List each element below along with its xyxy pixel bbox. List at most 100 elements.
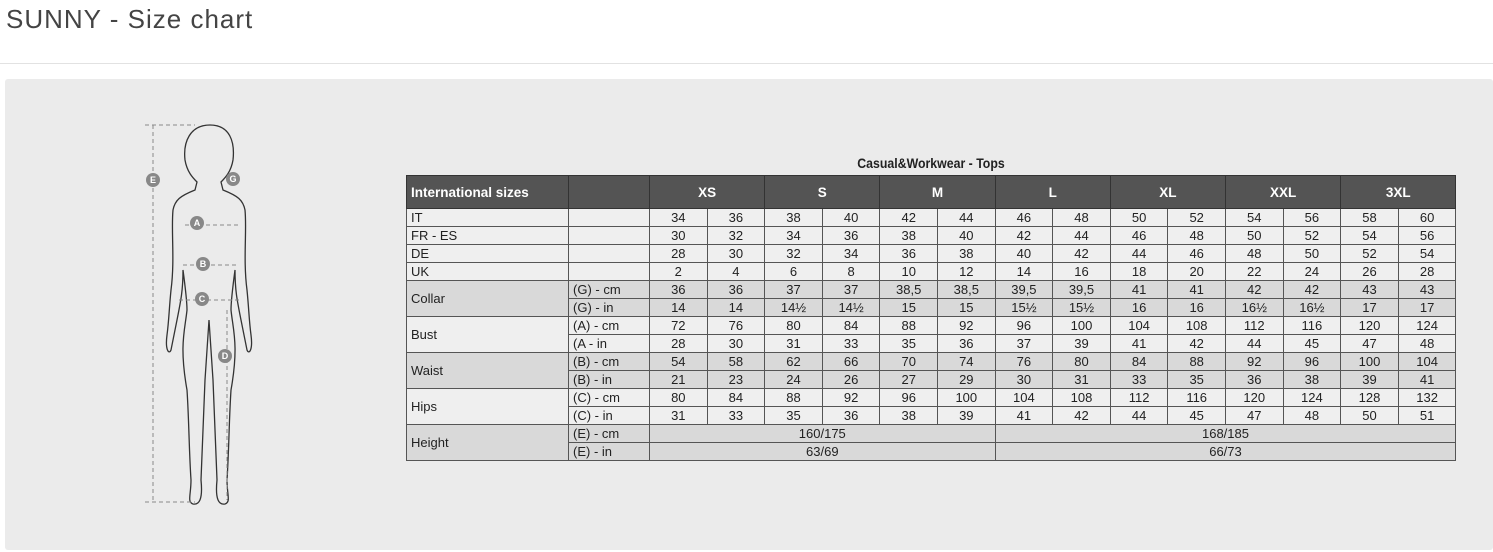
cell-value: 104 xyxy=(1109,316,1169,335)
cell-value: 36 xyxy=(879,244,938,263)
cell-value: 14 xyxy=(994,262,1054,281)
cell-value: 37 xyxy=(821,280,881,299)
body-measurement-figure: E G A B C D xyxy=(145,124,253,505)
cell-value: 39 xyxy=(937,406,996,425)
table-row: Collar (G) - cm 36 36 37 37 38,5 38,5 39,5 39,5 41… xyxy=(406,280,1457,317)
cell-value: 35 xyxy=(1167,370,1226,389)
cell-value: 48 xyxy=(1167,226,1226,245)
table-row: (A - in 28 30 31 33 35 36 37 39 41 42 44 45 47 48 xyxy=(407,334,1457,353)
cell-value: 58 xyxy=(1340,208,1399,227)
cell-value: 21 xyxy=(649,370,708,389)
cell-value: 4 xyxy=(706,262,766,281)
cell-value: 52 xyxy=(1167,208,1226,227)
row-unit: (G) - cm xyxy=(568,280,650,299)
table-title: Casual&Workwear - Tops xyxy=(857,155,1005,171)
header-size-m: M xyxy=(879,175,996,209)
cell-value: 42 xyxy=(879,208,938,227)
cell-value: 14 xyxy=(706,298,766,317)
cell-value: 22 xyxy=(1224,262,1284,281)
cell-value: 76 xyxy=(994,352,1054,371)
cell-value: 48 xyxy=(1397,334,1457,353)
cell-value: 38 xyxy=(937,244,996,263)
cell-value: 45 xyxy=(1167,406,1226,425)
cell-value: 112 xyxy=(1224,316,1284,335)
cell-value: 62 xyxy=(764,352,823,371)
cell-value: 104 xyxy=(1397,352,1457,371)
cell-value: 31 xyxy=(1052,370,1111,389)
table-row: Height (E) - cm 160/175 168/185 xyxy=(406,424,1457,461)
table-row: (C) - in 31 33 35 36 38 39 41 42 44 45 47 48 50 51 xyxy=(407,406,1457,425)
cell-value: 16 xyxy=(1167,298,1226,317)
cell-value: 74 xyxy=(937,352,996,371)
cell-value: 46 xyxy=(1167,244,1226,263)
cell-value: 12 xyxy=(937,262,996,281)
row-label: Hips xyxy=(406,388,569,425)
table-row: (E) - in 63/69 66/73 xyxy=(407,442,1457,461)
cell-value: 31 xyxy=(649,406,708,425)
cell-value: 37 xyxy=(994,334,1054,353)
cell-value: 56 xyxy=(1397,226,1457,245)
row-unit: (C) - cm xyxy=(568,388,650,407)
cell-value: 34 xyxy=(821,244,881,263)
cell-value: 8 xyxy=(821,262,881,281)
cell-value: 84 xyxy=(706,388,766,407)
cell-value: 14½ xyxy=(764,298,823,317)
cell-value: 48 xyxy=(1052,208,1111,227)
row-unit: (E) - cm xyxy=(568,424,650,443)
cell-value: 43 xyxy=(1340,280,1399,299)
cell-value: 28 xyxy=(649,334,708,353)
row-label: FR - ES xyxy=(406,226,569,245)
cell-value: 88 xyxy=(1167,352,1226,371)
row-unit: (G) - in xyxy=(568,298,650,317)
cell-value: 20 xyxy=(1167,262,1226,281)
cell-value: 38,5 xyxy=(879,280,938,299)
svg-text:A: A xyxy=(194,218,201,228)
cell-value: 92 xyxy=(1224,352,1284,371)
cell-value: 44 xyxy=(1109,244,1169,263)
cell-value: 72 xyxy=(649,316,708,335)
svg-text:D: D xyxy=(222,351,229,361)
cell-value: 18 xyxy=(1109,262,1169,281)
cell-value: 96 xyxy=(879,388,938,407)
cell-value: 42 xyxy=(1282,280,1342,299)
row-unit: (E) - in xyxy=(568,442,650,461)
cell-value: 128 xyxy=(1340,388,1399,407)
cell-value: 36 xyxy=(1224,370,1284,389)
cell-value: 33 xyxy=(821,334,881,353)
row-unit xyxy=(568,262,650,281)
row-unit xyxy=(568,208,650,227)
cell-value: 70 xyxy=(879,352,938,371)
cell-value: 32 xyxy=(764,244,823,263)
cell-value: 30 xyxy=(706,334,766,353)
table-row: Bust (A) - cm 72 76 80 84 88 92 96 100 104 108 112 11… xyxy=(406,316,1457,353)
cell-value-span: 160/175 xyxy=(649,424,996,443)
marker-d: D xyxy=(218,349,232,363)
figure-head xyxy=(165,124,253,505)
row-label: UK xyxy=(406,262,569,281)
header-size-l: L xyxy=(994,175,1111,209)
cell-value: 14½ xyxy=(821,298,881,317)
cell-value: 27 xyxy=(879,370,938,389)
cell-value: 39 xyxy=(1340,370,1399,389)
table-row: DE 28 30 32 34 36 38 40 42 44 46 48 50 52 54 xyxy=(406,244,1457,263)
header-size-xs: XS xyxy=(648,175,766,209)
cell-value: 60 xyxy=(1397,208,1457,227)
cell-value: 50 xyxy=(1282,244,1342,263)
header-size-3xl: 3XL xyxy=(1340,175,1457,209)
cell-value: 33 xyxy=(1109,370,1169,389)
cell-value: 35 xyxy=(879,334,938,353)
cell-value: 39 xyxy=(1052,334,1111,353)
cell-value: 41 xyxy=(1397,370,1457,389)
page-title: SUNNY - Size chart xyxy=(6,4,254,34)
cell-value: 26 xyxy=(1340,262,1399,281)
header-size-xl: XL xyxy=(1109,175,1226,209)
cell-value: 36 xyxy=(649,280,708,299)
cell-value: 124 xyxy=(1282,388,1342,407)
cell-value: 36 xyxy=(821,406,881,425)
cell-value: 15 xyxy=(879,298,938,317)
table-row: IT 34 36 38 40 42 44 46 48 50 52 54 56 58 60 xyxy=(406,208,1457,227)
cell-value: 116 xyxy=(1282,316,1342,335)
cell-value: 88 xyxy=(764,388,823,407)
header-size-xxl: XXL xyxy=(1224,175,1342,209)
marker-b: B xyxy=(196,257,210,271)
